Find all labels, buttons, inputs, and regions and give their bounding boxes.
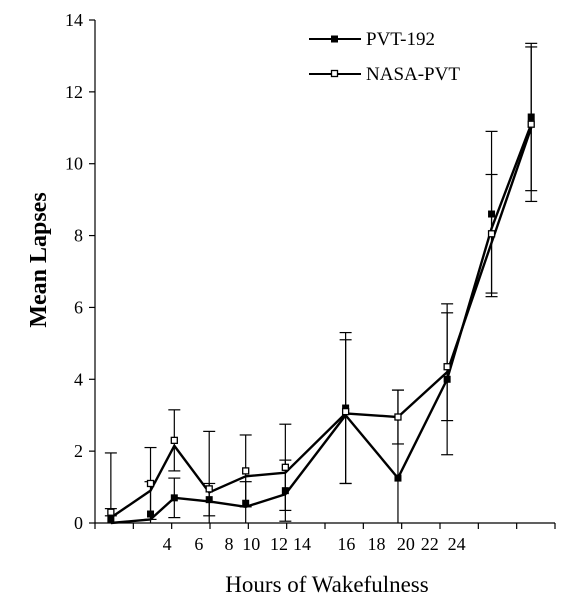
data-point-nasa-pvt (107, 508, 115, 516)
y-axis-label: Mean Lapses (26, 192, 52, 327)
x-tick-label: 16 (337, 534, 355, 554)
data-point-pvt-192 (147, 510, 155, 518)
data-point-pvt-192 (488, 210, 496, 218)
y-tick-label: 8 (74, 226, 83, 246)
legend: PVT-192 NASA-PVT (309, 29, 460, 85)
y-tick-label: 14 (65, 10, 83, 30)
legend-marker-open-square (330, 69, 339, 78)
x-tick-label: 4 (163, 534, 172, 554)
y-tick-label: 10 (65, 154, 83, 174)
data-point-nasa-pvt (527, 120, 535, 128)
x-tick-label: 14 (293, 534, 311, 554)
data-point-nasa-pvt (281, 463, 289, 471)
y-tick-label: 2 (74, 441, 83, 461)
legend-item-pvt-192: PVT-192 (309, 29, 435, 50)
data-point-nasa-pvt (443, 363, 451, 371)
data-markers (107, 113, 535, 523)
y-axis-ticks: 0 2 4 6 8 10 12 14 (65, 10, 95, 533)
data-point-nasa-pvt (146, 479, 155, 488)
data-point-pvt-192 (205, 496, 213, 504)
y-tick-label: 6 (74, 297, 83, 317)
data-point-nasa-pvt (205, 485, 213, 493)
x-tick-label: 24 (448, 534, 466, 554)
data-point-nasa-pvt (170, 436, 178, 445)
data-point-pvt-192 (443, 375, 451, 383)
data-point-nasa-pvt (242, 467, 250, 475)
x-tick-label: 8 (225, 534, 234, 554)
data-point-pvt-192 (527, 113, 535, 121)
data-point-pvt-192 (394, 474, 402, 482)
x-axis-ticks: 4 6 8 10 12 14 16 18 20 22 24 (94, 523, 556, 554)
data-point-pvt-192 (170, 494, 178, 502)
x-tick-label: 10 (242, 534, 260, 554)
legend-label-pvt-192: PVT-192 (366, 29, 435, 50)
data-point-pvt-192 (242, 499, 250, 507)
y-tick-label: 0 (74, 513, 83, 533)
x-tick-label: 12 (270, 534, 288, 554)
error-bars (104, 42, 538, 523)
data-point-nasa-pvt (487, 230, 496, 238)
legend-marker-filled-square (331, 35, 338, 43)
legend-item-nasa-pvt: NASA-PVT (309, 64, 460, 85)
x-tick-label: 6 (194, 534, 203, 554)
data-point-nasa-pvt (394, 413, 402, 421)
x-tick-label: 22 (421, 534, 439, 554)
legend-label-nasa-pvt: NASA-PVT (366, 64, 460, 85)
x-axis-label: Hours of Wakefulness (225, 572, 428, 597)
x-tick-label: 20 (397, 534, 415, 554)
data-point-pvt-192 (107, 515, 115, 523)
y-tick-label: 12 (65, 82, 83, 102)
y-tick-label: 4 (74, 369, 83, 389)
data-point-nasa-pvt (341, 407, 350, 416)
data-point-pvt-192 (281, 487, 289, 495)
x-tick-label: 18 (368, 534, 386, 554)
